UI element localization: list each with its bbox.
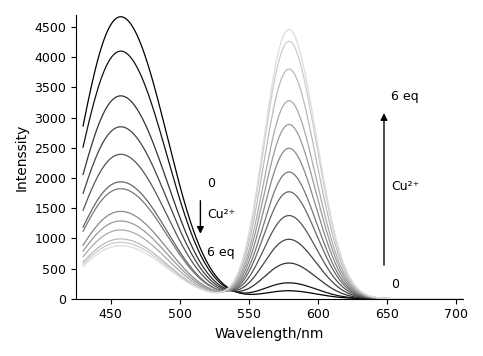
Text: 0: 0	[391, 278, 399, 290]
Text: 6 eq: 6 eq	[391, 89, 419, 103]
Text: 0: 0	[207, 177, 215, 190]
Text: Cu²⁺: Cu²⁺	[207, 208, 236, 221]
Text: 6 eq: 6 eq	[207, 246, 235, 259]
X-axis label: Wavelength/nm: Wavelength/nm	[215, 327, 324, 341]
Y-axis label: Intenssity: Intenssity	[15, 123, 29, 190]
Text: Cu²⁺: Cu²⁺	[391, 180, 419, 193]
